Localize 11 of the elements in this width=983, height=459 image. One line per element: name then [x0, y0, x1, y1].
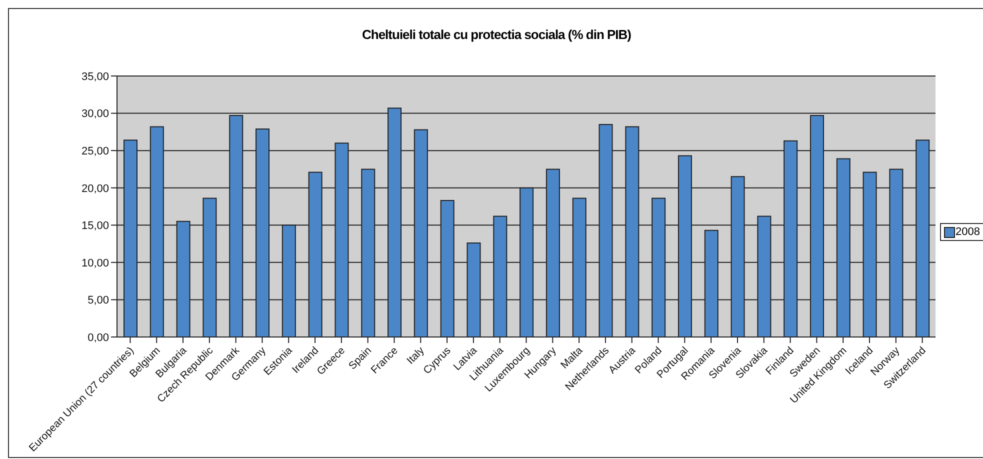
x-tick-label: Italy: [404, 344, 428, 367]
y-tick-label: 20,00: [81, 182, 109, 195]
y-tick-label: 0,00: [88, 332, 109, 344]
legend-label: 2008: [956, 226, 980, 238]
y-tick-label: 30,00: [81, 108, 109, 120]
y-tick-label: 15,00: [81, 220, 109, 232]
chart-title: Cheltuieli totale cu protectia sociala (% din PIB): [361, 27, 632, 42]
y-tick-label: 25,00: [81, 145, 109, 158]
y-tick-label: 35,00: [81, 70, 109, 83]
y-tick-label: 10,00: [81, 257, 109, 270]
y-tick-label: 5,00: [88, 294, 109, 307]
